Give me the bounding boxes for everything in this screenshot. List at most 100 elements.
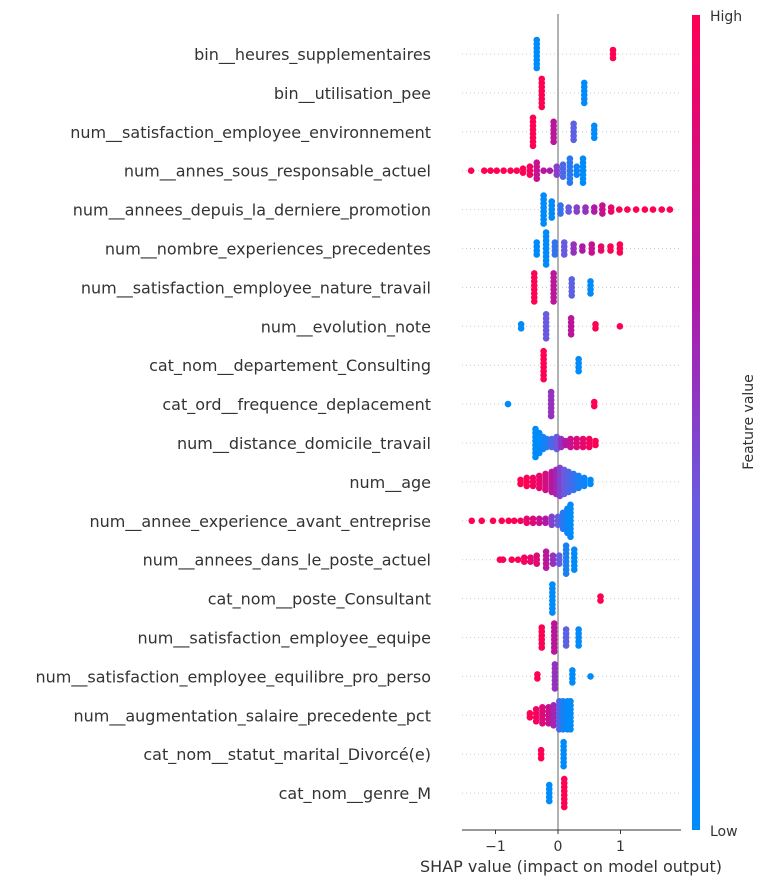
shap-point	[533, 175, 541, 182]
shap-point	[565, 488, 572, 496]
shap-point	[567, 331, 575, 338]
shap-point	[514, 556, 522, 563]
shap-point	[537, 754, 545, 762]
feature-label: num__annees_dans_le_poste_actuel	[143, 551, 431, 571]
shap-point	[547, 412, 555, 420]
colorbar-low-label: Low	[710, 824, 738, 840]
shap-point	[590, 134, 598, 142]
shap-point	[520, 558, 528, 565]
shap-point	[641, 206, 649, 213]
shap-point	[498, 517, 506, 525]
feature-label: num__annee_experience_avant_entreprise	[90, 512, 432, 532]
shap-point	[538, 644, 546, 651]
feature-label: num__evolution_note	[261, 317, 431, 337]
feature-label: cat_nom__statut_marital_Divorcé(e)	[143, 745, 431, 765]
shap-point	[575, 484, 582, 492]
shap-point	[534, 675, 541, 682]
shap-point	[566, 179, 574, 186]
shap-point	[632, 206, 640, 213]
shap-point	[530, 298, 538, 305]
shap-point	[590, 402, 598, 410]
shap-point	[508, 556, 516, 563]
shap-point	[615, 206, 623, 213]
shap-point	[597, 247, 605, 254]
shap-point	[513, 167, 521, 174]
shap-point	[523, 519, 531, 527]
shap-point	[529, 519, 537, 527]
shap-point	[517, 325, 525, 332]
shap-point	[592, 441, 599, 449]
feature-labels: bin__heures_supplementaires bin__utilisat…	[36, 45, 432, 804]
shap-point	[575, 642, 582, 649]
shap-point	[587, 480, 594, 488]
colorbar-high-label: High	[710, 9, 742, 25]
shap-point	[562, 570, 570, 577]
shap-point	[569, 679, 576, 686]
shap-point	[616, 249, 624, 256]
shap-point	[550, 722, 557, 729]
feature-label: num__augmentation_salaire_precedente_pct	[73, 706, 431, 726]
shap-point	[548, 521, 556, 529]
colorbar	[692, 15, 700, 830]
feature-label: cat_nom__poste_Consultant	[208, 590, 431, 610]
shap-point	[573, 171, 581, 178]
shap-point	[489, 517, 497, 525]
feature-label: num__satisfaction_employee_nature_travai…	[81, 278, 431, 298]
x-axis-label: SHAP value (impact on model output)	[420, 857, 722, 876]
shap-point	[540, 375, 547, 383]
shap-point	[548, 214, 556, 221]
shap-point	[562, 441, 569, 449]
shap-point	[567, 533, 574, 541]
shap-point	[587, 673, 594, 680]
shap-point	[551, 251, 559, 258]
points-layer	[467, 36, 674, 811]
shap-point	[649, 206, 657, 213]
shap-point	[538, 103, 546, 111]
shap-point	[560, 251, 568, 258]
shap-point	[666, 206, 674, 213]
shap-point	[575, 367, 582, 375]
x-tick-label: 1	[616, 839, 625, 855]
shap-point	[554, 521, 562, 529]
shap-point	[533, 64, 541, 72]
shap-point	[540, 220, 547, 227]
shap-point	[478, 517, 486, 525]
shap-point	[560, 803, 568, 811]
shap-point	[549, 560, 557, 567]
shap-point	[573, 208, 581, 215]
shap-point	[535, 484, 543, 492]
shap-point	[533, 560, 541, 567]
shap-point	[580, 99, 588, 107]
shap-point	[550, 648, 558, 655]
shap-point	[535, 519, 543, 527]
shap-point	[529, 142, 537, 150]
shap-point	[542, 261, 550, 268]
shap-point	[549, 609, 556, 616]
shap-point	[567, 443, 574, 451]
shap-point	[555, 560, 563, 567]
shap-point	[559, 173, 567, 180]
shap-point	[553, 171, 561, 178]
feature-label: bin__heures_supplementaires	[194, 45, 431, 65]
shap-point	[570, 486, 577, 494]
shap-point	[542, 486, 549, 494]
shap-point	[504, 400, 512, 408]
shap-point	[540, 167, 547, 174]
shap-point	[523, 482, 531, 490]
feature-label: cat_ord__frequence_deplacement	[162, 395, 431, 415]
shap-point	[570, 136, 577, 144]
shap-point	[573, 443, 581, 451]
shap-point	[588, 249, 596, 256]
feature-label: cat_nom__departement_Consulting	[149, 356, 431, 376]
shap-point	[550, 138, 557, 146]
shap-point	[585, 443, 593, 451]
shap-point	[607, 208, 615, 215]
shap-point	[607, 247, 614, 254]
shap-point	[624, 206, 631, 213]
shap-point	[548, 443, 556, 451]
shap-point	[532, 718, 540, 725]
shap-point	[570, 566, 578, 573]
shap-point	[570, 249, 577, 256]
shap-point	[526, 171, 534, 178]
